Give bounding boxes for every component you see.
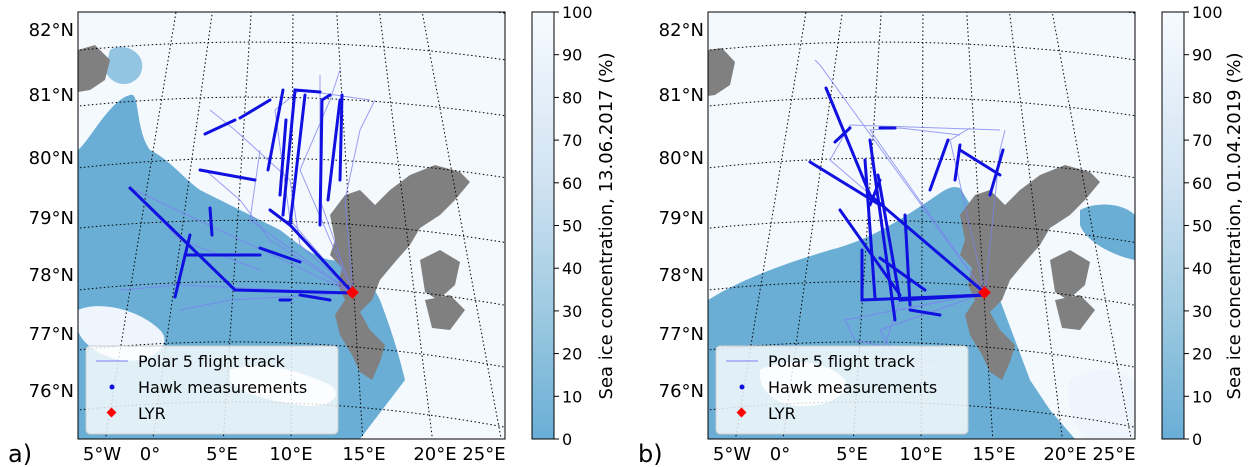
- colorbar-label: Sea ice concentration, 13.06.2017 (%): [596, 53, 617, 400]
- panel-letter: a): [8, 440, 32, 467]
- lon-label: 0°: [770, 444, 790, 465]
- colorbar-tick-marks: [1184, 11, 1189, 440]
- colorbar-tick-label: 70: [1192, 131, 1212, 150]
- colorbar-tick-label: 80: [1192, 88, 1212, 107]
- colorbar-tick-label: 30: [562, 302, 582, 321]
- lon-label: 20°E: [413, 444, 456, 465]
- sea-ice-patch: [1068, 370, 1135, 439]
- legend-hawk-swatch: [109, 384, 115, 390]
- colorbar-tick-label: 70: [562, 131, 582, 150]
- map-frame: [707, 11, 1136, 440]
- lon-labels: 5°W 0° 5°E 10°E 15°E 20°E 25°E: [713, 444, 1136, 465]
- lyr-marker: [346, 286, 359, 299]
- lat-label: 77°N: [659, 324, 704, 345]
- lat-label: 78°N: [29, 265, 74, 286]
- lon-labels: 5°W 0° 5°E 10°E 15°E 20°E 25°E: [83, 444, 506, 465]
- map-panel-b: 82°N 81°N 80°N 79°N 78°N 77°N 76°N 5°W 0…: [638, 3, 1245, 467]
- colorbar: 100 90 80 70 60 50 40 30 20 10 0 Sea ice…: [531, 3, 617, 449]
- colorbar-tick-label: 90: [562, 46, 582, 65]
- legend-lyr-label: LYR: [138, 404, 166, 423]
- colorbar-tick-label: 20: [562, 345, 582, 364]
- svalbard-land: [330, 165, 470, 380]
- legend-track-label: Polar 5 flight track: [138, 352, 286, 371]
- lat-label: 82°N: [29, 20, 74, 41]
- colorbar-label: Sea ice concentration, 01.04.2019 (%): [1224, 53, 1245, 400]
- legend: Polar 5 flight track Hawk measurements L…: [85, 345, 339, 435]
- colorbar-tick-label: 50: [1192, 217, 1212, 236]
- lat-label: 77°N: [29, 324, 74, 345]
- legend-hawk-label: Hawk measurements: [138, 378, 307, 397]
- lon-label: 10°E: [269, 444, 312, 465]
- lon-label: 5°W: [713, 444, 751, 465]
- colorbar-tick-label: 40: [562, 259, 582, 278]
- barentsoya-land: [420, 250, 460, 300]
- lon-label: 5°E: [836, 444, 868, 465]
- legend-hawk-swatch: [739, 384, 745, 390]
- lon-label: 20°E: [1043, 444, 1086, 465]
- colorbar-tick-label: 90: [1192, 46, 1212, 65]
- lon-label: 25°E: [1092, 444, 1135, 465]
- lon-label: 10°E: [899, 444, 942, 465]
- colorbar-tick-label: 30: [1192, 302, 1212, 321]
- colorbar-tick-label: 40: [1192, 259, 1212, 278]
- lat-label: 79°N: [29, 208, 74, 229]
- lat-label: 78°N: [659, 265, 704, 286]
- greenland-land: [708, 48, 735, 96]
- edgeoya-land: [425, 295, 465, 330]
- colorbar-tick-label: 100: [562, 3, 593, 22]
- colorbar-tick-labels: 100 90 80 70 60 50 40 30 20 10 0: [1192, 3, 1223, 449]
- legend-lyr-swatch: [736, 407, 747, 418]
- lat-label: 81°N: [659, 85, 704, 106]
- lat-label: 81°N: [29, 85, 74, 106]
- colorbar-tick-label: 60: [562, 174, 582, 193]
- lon-label: 5°W: [83, 444, 121, 465]
- colorbar-tick-label: 10: [1192, 387, 1212, 406]
- barentsoya-land: [1050, 250, 1090, 300]
- legend-box: [85, 345, 339, 435]
- lat-label: 82°N: [659, 20, 704, 41]
- legend-hawk-label: Hawk measurements: [768, 378, 937, 397]
- svalbard-land: [960, 165, 1100, 380]
- lat-label: 80°N: [659, 148, 704, 169]
- lon-label: 15°E: [972, 444, 1015, 465]
- lat-label: 76°N: [29, 381, 74, 402]
- colorbar-tick-label: 60: [1192, 174, 1212, 193]
- colorbar-tick-label: 20: [1192, 345, 1212, 364]
- colorbar-tick-label: 80: [562, 88, 582, 107]
- edgeoya-land: [1055, 295, 1095, 330]
- lat-label: 80°N: [29, 148, 74, 169]
- legend-lyr-label: LYR: [768, 404, 796, 423]
- open-water-patch: [105, 46, 143, 85]
- colorbar-tick-label: 50: [562, 217, 582, 236]
- colorbar-scale: [1161, 11, 1185, 440]
- lat-labels: 82°N 81°N 80°N 79°N 78°N 77°N 76°N: [659, 20, 704, 402]
- lat-label: 76°N: [659, 381, 704, 402]
- colorbar-tick-label: 0: [562, 430, 572, 449]
- lon-label: 5°E: [206, 444, 238, 465]
- legend-track-label: Polar 5 flight track: [768, 352, 916, 371]
- colorbar-tick-marks: [554, 11, 559, 440]
- map-panel-a: 82°N 81°N 80°N 79°N 78°N 77°N 76°N 5°W 0…: [8, 3, 617, 467]
- lat-labels: 82°N 81°N 80°N 79°N 78°N 77°N 76°N: [29, 20, 74, 402]
- colorbar-tick-label: 0: [1192, 430, 1202, 449]
- colorbar-tick-labels: 100 90 80 70 60 50 40 30 20 10 0: [562, 3, 593, 449]
- legend-box: [715, 345, 969, 435]
- greenland-land: [78, 45, 110, 92]
- panel-letter: b): [638, 440, 663, 467]
- lat-label: 79°N: [659, 208, 704, 229]
- colorbar-tick-label: 100: [1192, 3, 1223, 22]
- colorbar: 100 90 80 70 60 50 40 30 20 10 0 Sea ice…: [1161, 3, 1245, 449]
- hawk-measurements: [128, 88, 355, 302]
- colorbar-tick-label: 10: [562, 387, 582, 406]
- open-water-patch: [1080, 204, 1135, 260]
- hawk-measurements: [808, 86, 1005, 322]
- map-frame: [77, 11, 506, 440]
- legend: Polar 5 flight track Hawk measurements L…: [715, 345, 969, 435]
- lon-label: 0°: [140, 444, 160, 465]
- lon-label: 25°E: [462, 444, 505, 465]
- colorbar-scale: [531, 11, 555, 440]
- lon-label: 15°E: [342, 444, 385, 465]
